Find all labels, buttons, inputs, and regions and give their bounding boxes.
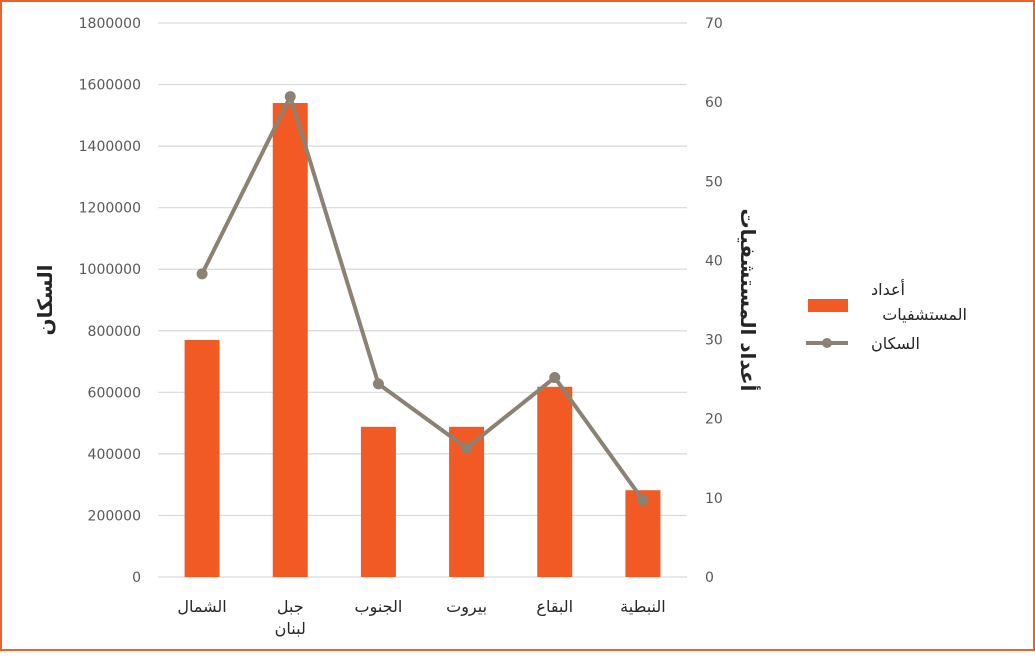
category-labels: الشمال جبل لبنان الجنوب بيروت البقاع النبطية (177, 597, 665, 638)
legend-bar-label-line2: المستشفيات (882, 305, 967, 324)
bar-series (184, 103, 661, 578)
left-tick-label: 0 (132, 570, 141, 586)
right-tick-label: 20 (705, 412, 723, 428)
legend-line-label: السكان (871, 334, 920, 353)
bar (184, 340, 220, 577)
line-point (372, 378, 384, 390)
right-tick-label: 0 (705, 570, 714, 586)
bar (360, 426, 396, 577)
left-tick-label: 800000 (88, 324, 141, 340)
left-tick-label: 200000 (88, 508, 141, 524)
bar (537, 386, 573, 577)
legend-line-marker (822, 338, 832, 348)
left-tick-label: 1000000 (79, 262, 141, 278)
category-label: البقاع (536, 597, 573, 617)
line-series (196, 91, 649, 506)
category-label: بيروت (446, 597, 487, 617)
category-label: الجنوب (355, 597, 403, 617)
left-tick-label: 1200000 (79, 201, 141, 217)
line-point (196, 268, 208, 280)
left-tick-label: 1800000 (79, 16, 141, 32)
left-tick-label: 600000 (88, 385, 141, 401)
legend: أعداد المستشفيات السكان (806, 279, 967, 353)
line-point (637, 494, 649, 506)
bar (272, 103, 308, 578)
gridlines (158, 22, 687, 578)
left-axis-ticks: 0 200000 400000 600000 800000 1000000 1200000 1… (79, 16, 141, 586)
left-tick-label: 400000 (88, 447, 141, 463)
category-label: النبطية (620, 597, 666, 616)
line-point (549, 372, 561, 384)
right-tick-label: 60 (705, 95, 723, 111)
left-tick-label: 1600000 (79, 78, 141, 94)
line-point (461, 442, 473, 454)
right-axis-ticks: 0 10 20 30 40 50 60 70 (705, 16, 723, 586)
right-tick-label: 40 (705, 253, 723, 269)
category-label: جبل (277, 597, 304, 616)
line-path (200, 94, 645, 502)
category-label: الشمال (177, 597, 226, 616)
category-label: لبنان (275, 619, 306, 638)
legend-bar-swatch (808, 299, 848, 312)
legend-bar-label-line1: أعداد (871, 279, 905, 299)
right-tick-label: 30 (705, 333, 723, 349)
right-tick-label: 50 (705, 174, 723, 190)
left-tick-label: 1400000 (79, 139, 141, 155)
right-tick-label: 70 (705, 16, 723, 32)
left-axis-title: السكان (33, 265, 57, 336)
line-point (284, 91, 296, 103)
right-tick-label: 10 (705, 491, 723, 507)
right-axis-title: أعداد المستشفيات (736, 209, 762, 392)
